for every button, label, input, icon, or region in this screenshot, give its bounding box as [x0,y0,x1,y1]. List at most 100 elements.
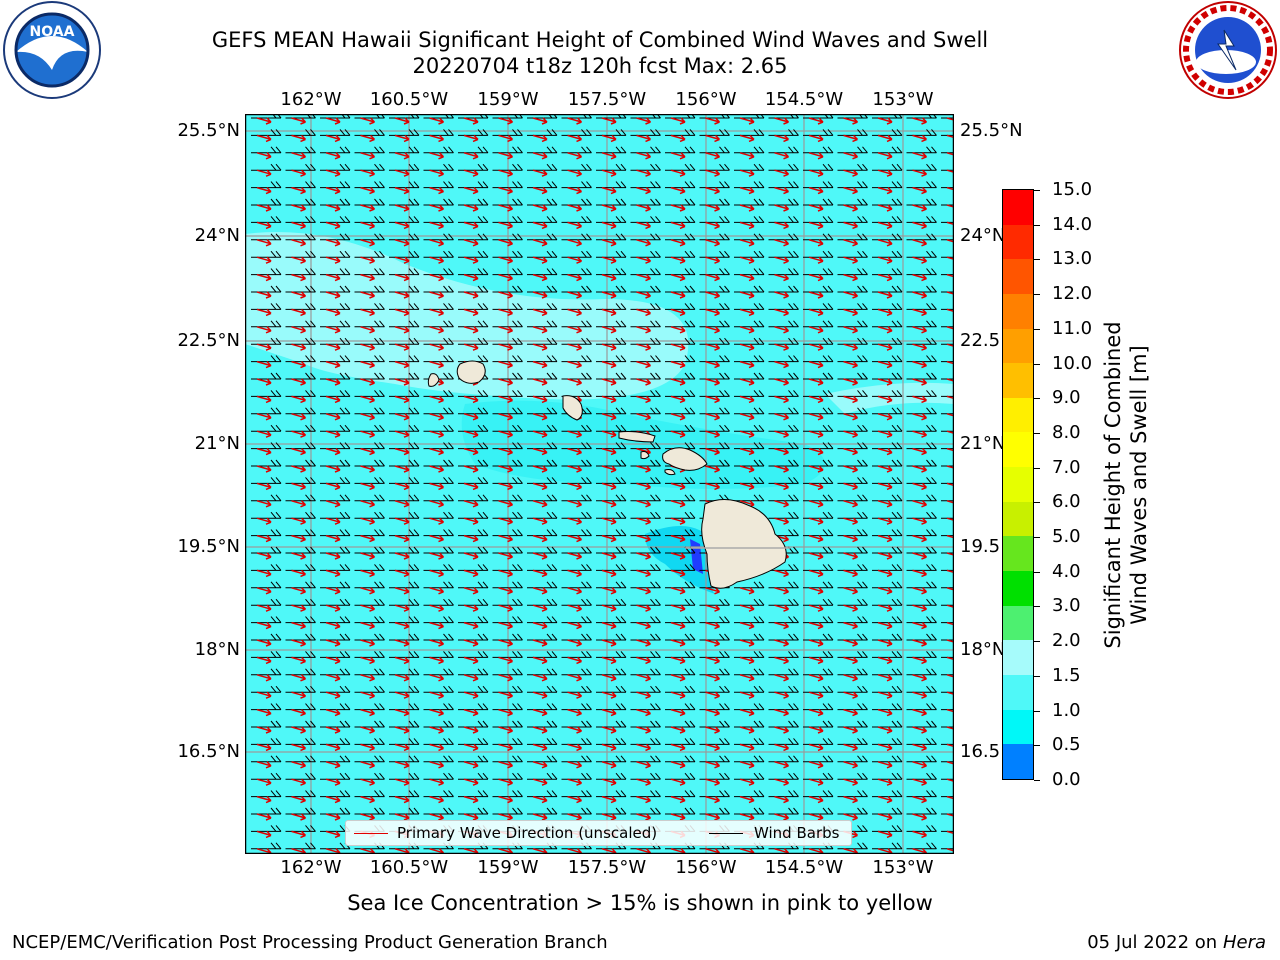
wind-barb [561,807,592,821]
wind-barb [941,726,954,730]
wind-barb [320,198,351,212]
wind-barb [768,198,799,212]
colorbar-segment [1003,605,1033,641]
wind-barb [423,598,454,612]
wind-barb [699,129,730,143]
wind-barb [906,129,937,143]
wind-barb [527,233,558,247]
wind-barb [872,320,903,334]
wind-barb [665,790,696,804]
colorbar-tick-label: 10.0 [1052,352,1093,374]
wind-barb [872,494,903,508]
wind-barb [596,685,627,699]
wind-barb [872,303,903,317]
noaa-logo: NOAA [0,0,104,104]
wind-barb [561,250,592,264]
wind-barb [527,598,558,612]
wind-barb [527,424,558,438]
wind-barb [389,442,420,456]
wind-barb [527,807,558,821]
wind-barb [906,146,937,160]
wind-barb [734,163,765,177]
wind-barb [320,146,351,160]
wind-barb [527,755,558,769]
colorbar-tick-mark [1034,780,1040,781]
wind-barb [561,477,592,491]
wind-barb [423,424,454,438]
wind-barb [768,250,799,264]
wave-band-mid [461,400,825,489]
wind-barb [389,459,420,473]
colorbar-tick-label: 12.0 [1052,283,1093,305]
wind-barb [389,303,420,317]
wind-barb [596,250,627,264]
wind-barb [492,129,523,143]
wind-barb [906,303,937,317]
wind-barb [423,546,454,560]
wind-barb [872,529,903,543]
wind-barb [354,807,385,821]
wind-barb [251,146,282,160]
wind-barb [941,152,954,156]
wind-barb [423,129,454,143]
wind-barb [665,250,696,264]
wind-barb [734,129,765,143]
wind-barb [561,598,592,612]
wind-barb [906,546,937,560]
wind-barb [803,181,834,195]
wind-barb [423,303,454,317]
wind-barb [561,546,592,560]
wind-barb [389,546,420,560]
wind-barb [906,459,937,473]
lat-tick-left: 21°N [194,433,240,454]
lon-tick-top: 154.5°W [764,89,844,110]
wind-barb [630,129,661,143]
wind-barb [768,407,799,421]
wind-barb [561,285,592,299]
wind-barb [734,233,765,247]
wind-barb [320,685,351,699]
wind-barb [699,598,730,612]
wind-barb [941,587,954,591]
wind-barb [492,598,523,612]
wind-barb [768,163,799,177]
wind-barb [734,390,765,404]
wind-barb [630,250,661,264]
wind-barb [699,720,730,734]
wind-barb [354,390,385,404]
wind-barb [320,651,351,665]
lat-tick-right: 22.5 [960,330,1001,351]
wind-barb [561,233,592,247]
wind-barb [734,337,765,351]
wind-barb [423,720,454,734]
wind-barb [423,668,454,682]
wind-barb [872,424,903,438]
wind-barb [389,285,420,299]
wind-barb [803,250,834,264]
wind-barb [251,320,282,334]
wave-band-light [245,232,689,400]
wind-barb [492,564,523,578]
wind-barb [320,424,351,438]
wind-barb [906,772,937,786]
lon-tick-bottom: 156°W [675,857,737,878]
wind-barb [527,564,558,578]
wind-barb [941,743,954,748]
wind-barb [906,755,937,769]
wind-barb [458,668,489,682]
wind-barb [354,355,385,369]
wind-barb [665,146,696,160]
wind-barb [354,268,385,282]
wind-barb [389,668,420,682]
wind-barb [527,407,558,421]
colorbar-tick-mark [1034,190,1040,191]
wind-barb [734,303,765,317]
wind-barb [492,250,523,264]
wind-barb [699,616,730,630]
wind-barb [320,372,351,386]
wind-barb [941,621,954,626]
wind-barb [320,755,351,769]
wind-barb [837,529,868,543]
wind-barb [285,233,316,247]
wind-barb [906,390,937,404]
